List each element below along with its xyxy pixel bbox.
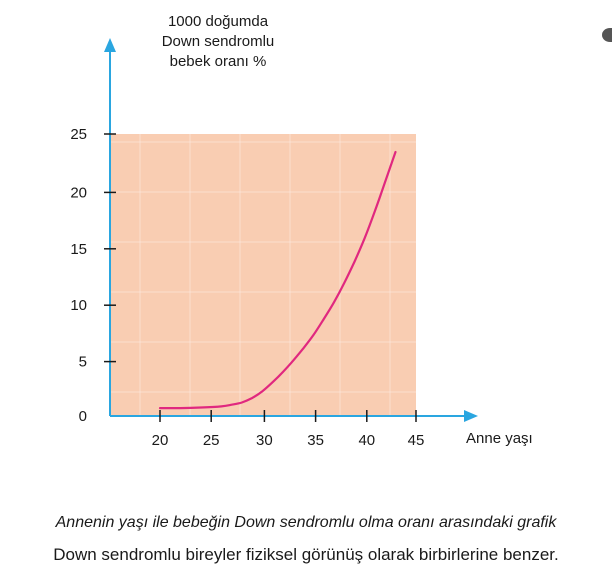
y-tick-label: 25 <box>70 126 87 143</box>
x-tick-label: 20 <box>152 432 169 449</box>
y-axis-label-line-3: bebek oranı % <box>170 53 267 70</box>
x-axis-arrow <box>464 410 478 422</box>
y-tick-label: 10 <box>70 297 87 314</box>
y-axis-arrow <box>104 38 116 52</box>
y-axis-ticks: 0 5 10 15 20 25 <box>70 126 116 425</box>
series-curve <box>158 150 397 410</box>
y-axis-label-line-1: 1000 doğumda <box>168 13 269 30</box>
y-tick-label: 20 <box>70 184 87 201</box>
x-axis-label: Anne yaşı <box>466 430 533 447</box>
y-axis-label-line-2: Down sendromlu <box>162 33 275 50</box>
y-tick-label: 5 <box>79 354 87 371</box>
y-tick-label: 0 <box>79 408 87 425</box>
x-tick-label: 40 <box>358 432 375 449</box>
background-grid <box>110 134 441 416</box>
y-axis-label: 1000 doğumda Down sendromlu bebek oranı … <box>162 13 275 70</box>
x-tick-label: 45 <box>408 432 425 449</box>
x-tick-label: 25 <box>203 432 220 449</box>
x-tick-label: 30 <box>256 432 273 449</box>
body-text: Down sendromlu bireyler fiziksel görünüş… <box>53 545 559 564</box>
down-syndrome-chart: 1000 doğumda Down sendromlu bebek oranı … <box>70 13 533 449</box>
x-axis-ticks: 20 25 30 35 40 45 <box>152 410 425 449</box>
corner-decoration <box>602 28 612 42</box>
y-tick-label: 15 <box>70 241 87 258</box>
x-tick-label: 35 <box>307 432 324 449</box>
figure-caption: Annenin yaşı ile bebeğin Down sendromlu … <box>55 514 557 531</box>
plot-background <box>110 134 416 416</box>
